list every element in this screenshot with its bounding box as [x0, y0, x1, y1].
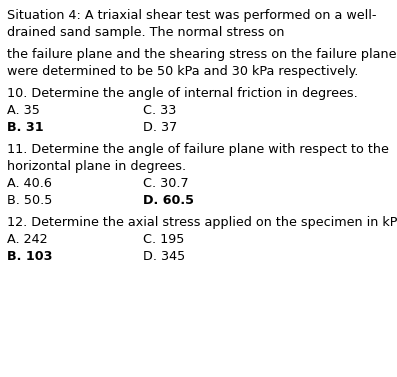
- Text: the failure plane and the shearing stress on the failure plane: the failure plane and the shearing stres…: [7, 48, 397, 61]
- Text: A. 35: A. 35: [7, 104, 40, 117]
- Text: C. 33: C. 33: [143, 104, 176, 117]
- Text: C. 30.7: C. 30.7: [143, 177, 189, 190]
- Text: D. 37: D. 37: [143, 121, 177, 134]
- Text: Situation 4: A triaxial shear test was performed on a well-: Situation 4: A triaxial shear test was p…: [7, 9, 377, 22]
- Text: B. 103: B. 103: [7, 250, 53, 262]
- Text: 12. Determine the axial stress applied on the specimen in kPa.: 12. Determine the axial stress applied o…: [7, 216, 397, 228]
- Text: D. 60.5: D. 60.5: [143, 194, 194, 207]
- Text: 11. Determine the angle of failure plane with respect to the: 11. Determine the angle of failure plane…: [7, 143, 389, 156]
- Text: A. 242: A. 242: [7, 233, 48, 245]
- Text: horizontal plane in degrees.: horizontal plane in degrees.: [7, 160, 186, 173]
- Text: A. 40.6: A. 40.6: [7, 177, 52, 190]
- Text: D. 345: D. 345: [143, 250, 185, 262]
- Text: C. 195: C. 195: [143, 233, 184, 245]
- Text: were determined to be 50 kPa and 30 kPa respectively.: were determined to be 50 kPa and 30 kPa …: [7, 65, 358, 78]
- Text: B. 31: B. 31: [7, 121, 44, 134]
- Text: drained sand sample. The normal stress on: drained sand sample. The normal stress o…: [7, 26, 285, 39]
- Text: B. 50.5: B. 50.5: [7, 194, 52, 207]
- Text: 10. Determine the angle of internal friction in degrees.: 10. Determine the angle of internal fric…: [7, 87, 358, 100]
